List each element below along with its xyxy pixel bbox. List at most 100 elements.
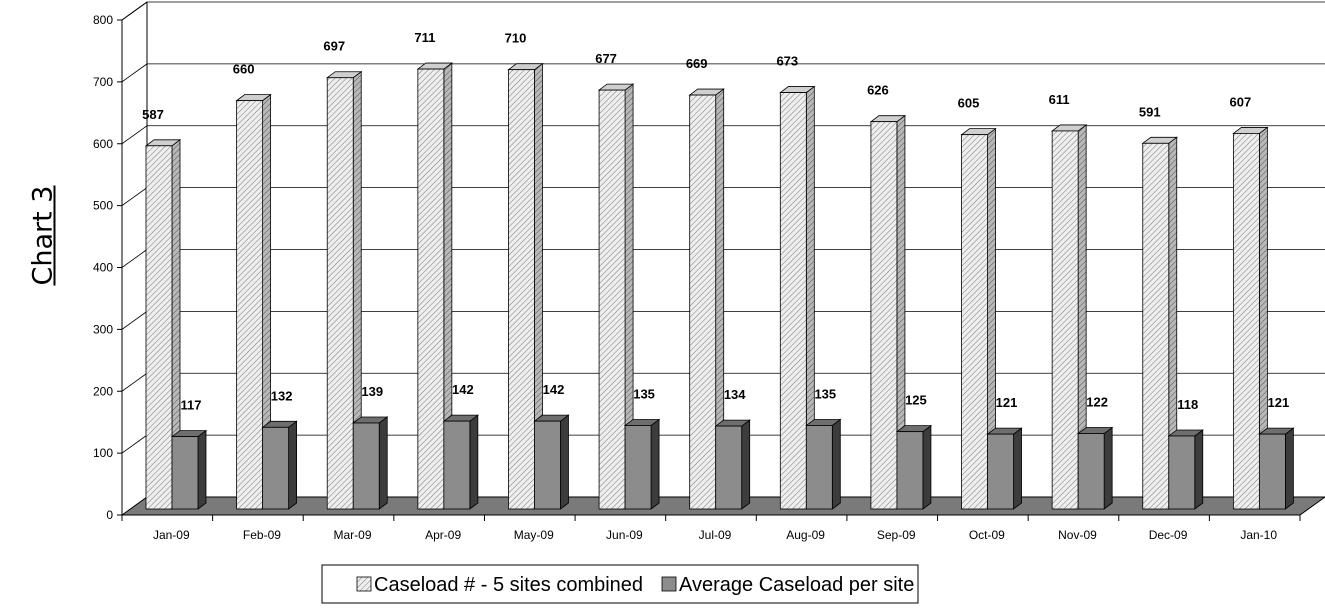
x-tick-label: Aug-09 — [786, 528, 825, 542]
gridline-depth — [121, 1, 148, 21]
data-label-average: 121 — [996, 395, 1018, 410]
data-label-caseload: 605 — [958, 96, 980, 111]
chart-title-text: Chart 3 — [27, 185, 59, 285]
data-label-caseload: 591 — [1139, 104, 1161, 119]
bar-average-side — [1194, 429, 1204, 510]
bar-average — [1258, 433, 1286, 510]
x-tick-label: Nov-09 — [1058, 528, 1097, 542]
bar-average-side — [831, 418, 841, 510]
chart-background — [121, 1, 148, 497]
bar-average-side — [469, 414, 479, 510]
gridline-depth — [121, 249, 148, 268]
y-tick-label: 400 — [93, 261, 113, 275]
bar-caseload — [870, 121, 898, 510]
gridline-depth — [121, 434, 148, 454]
bar-caseload — [508, 69, 535, 510]
x-tick-label: Jan-09 — [153, 528, 190, 542]
data-label-caseload: 669 — [686, 56, 708, 71]
bar-average — [352, 422, 380, 510]
bar-caseload — [417, 68, 445, 510]
x-tick-label: Oct-09 — [969, 528, 1005, 542]
axes: 0 100 200 300 400 500 600 700 800 Jan-09 Feb-09 Mar… — [93, 13, 1301, 542]
bar-caseload — [779, 92, 807, 510]
gridline-depth — [121, 63, 148, 83]
data-label-average: 125 — [905, 393, 927, 408]
bar-average-side — [560, 414, 569, 510]
data-label-caseload: 710 — [505, 31, 527, 46]
data-label-caseload: 607 — [1230, 94, 1252, 109]
data-label-caseload: 673 — [776, 54, 798, 69]
data-label-average: 135 — [814, 386, 836, 401]
bar-average-side — [741, 419, 751, 510]
chart-title: Chart 3 — [8, 150, 78, 320]
bar-average — [987, 433, 1014, 510]
y-tick-label: 100 — [93, 446, 113, 460]
legend-box — [321, 564, 919, 604]
bar-caseload — [326, 77, 354, 510]
x-tick-label: Mar-09 — [334, 528, 372, 542]
bar-average-side — [288, 420, 298, 510]
data-label-average: 132 — [271, 388, 293, 403]
gridline-depth — [121, 125, 148, 145]
x-tick-label: Dec-09 — [1149, 528, 1188, 542]
y-tick-label: 800 — [93, 13, 113, 27]
bar-average-side — [1013, 427, 1022, 510]
bar-average-side — [650, 418, 660, 510]
data-label-average: 135 — [633, 386, 655, 401]
bar-average — [1077, 433, 1105, 510]
y-tick-label: 300 — [93, 322, 113, 336]
bar-caseload — [961, 134, 988, 510]
legend-swatch-caseload — [356, 576, 372, 592]
bar-average — [171, 436, 199, 510]
gridline-depth — [121, 187, 148, 206]
data-label-caseload: 697 — [323, 39, 345, 54]
bar-average-side — [197, 429, 207, 510]
y-tick-label: 700 — [93, 75, 113, 89]
x-tick-label: Sep-09 — [877, 528, 916, 542]
data-label-caseload: 711 — [414, 30, 435, 45]
bar-average — [443, 420, 471, 510]
bar-average-side — [922, 424, 932, 510]
x-tick-label: Apr-09 — [425, 528, 461, 542]
bar-average — [805, 425, 833, 510]
bar-average — [262, 426, 290, 510]
legend-label-average: Average Caseload per site — [679, 574, 914, 596]
legend-label-caseload: Caseload # - 5 sites combined — [374, 574, 643, 596]
bar-average — [534, 420, 561, 510]
bar-caseload — [1232, 133, 1260, 510]
bar-average — [1168, 435, 1196, 510]
bar-average-side — [378, 416, 388, 510]
data-label-average: 121 — [1268, 395, 1290, 410]
data-label-caseload: 660 — [233, 62, 255, 77]
x-tick-label: Jun-09 — [606, 528, 643, 542]
gridline-depth — [121, 372, 148, 392]
data-label-average: 142 — [543, 382, 565, 397]
bar-caseload — [1142, 142, 1170, 510]
data-label-caseload: 587 — [142, 107, 164, 122]
legend: Caseload # - 5 sites combined Average Cas… — [321, 564, 919, 604]
y-tick-label: 0 — [106, 508, 113, 522]
legend-swatch-average — [661, 576, 677, 592]
data-label-average: 122 — [1086, 395, 1108, 410]
bar-caseload — [689, 94, 717, 510]
data-label-average: 117 — [181, 398, 202, 413]
y-tick-label: 200 — [93, 384, 113, 398]
data-labels: 587 117 660 132 697 139 711 142 710 142 677 135 669 1… — [142, 30, 1289, 413]
gridline-depth — [121, 311, 148, 330]
bar-average — [715, 425, 743, 510]
data-label-average: 139 — [361, 384, 383, 399]
x-tick-label: Jan-10 — [1240, 528, 1277, 542]
y-tick-label: 500 — [93, 199, 113, 213]
x-tick-label: Jul-09 — [699, 528, 732, 542]
data-label-average: 118 — [1177, 397, 1198, 412]
data-label-caseload: 677 — [595, 51, 617, 66]
data-label-average: 134 — [724, 387, 746, 402]
bar-average-side — [1103, 426, 1113, 510]
y-tick-label: 600 — [93, 137, 113, 151]
bar-caseload — [598, 89, 626, 510]
x-tick-label: May-09 — [514, 528, 554, 542]
data-label-caseload: 626 — [867, 83, 889, 98]
bar-average-side — [1284, 427, 1294, 510]
